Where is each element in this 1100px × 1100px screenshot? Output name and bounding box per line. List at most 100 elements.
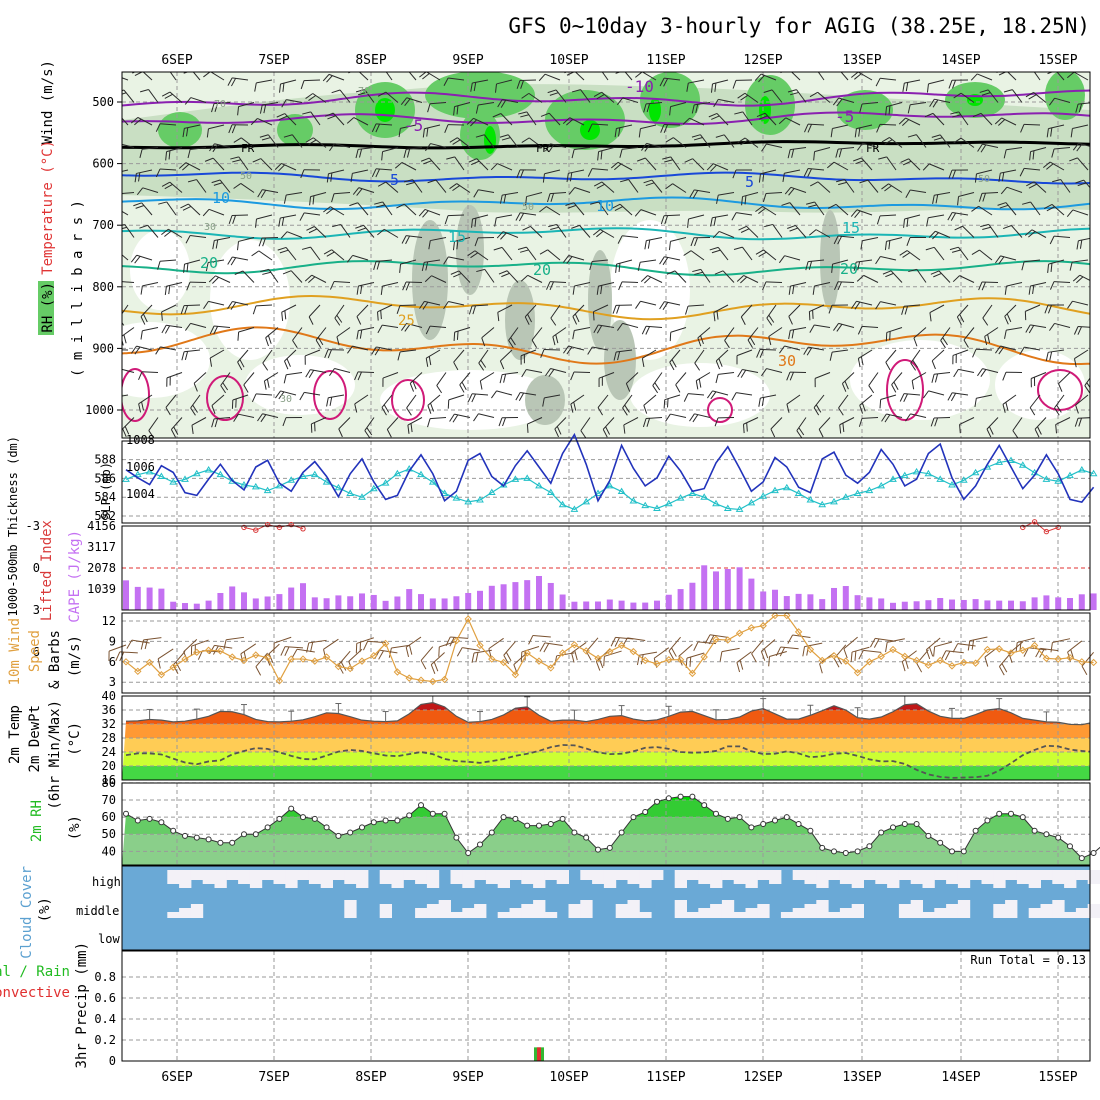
barb-flag xyxy=(181,68,189,71)
rh-band xyxy=(122,800,1090,818)
barb-flag xyxy=(706,163,714,171)
thickness-point xyxy=(310,470,319,478)
barb-flag xyxy=(230,156,239,160)
middle-cloud-clear xyxy=(698,908,711,918)
wind-barb xyxy=(546,206,561,216)
barb-flag xyxy=(662,302,669,310)
wind-barb xyxy=(232,394,249,401)
barb-flag xyxy=(740,369,747,378)
rh-point xyxy=(1019,814,1026,821)
barb-flag xyxy=(982,226,991,230)
pressure-tick-label: 700 xyxy=(92,218,114,232)
wind-barb xyxy=(962,225,975,238)
wind-barb xyxy=(880,77,897,81)
barb-flag xyxy=(475,104,479,114)
wind-barb xyxy=(169,181,183,193)
cape-bar xyxy=(229,586,236,610)
barb-flag xyxy=(403,149,407,159)
wind-barb xyxy=(718,192,735,196)
barb-flag xyxy=(419,301,425,309)
wind-barb xyxy=(385,91,399,103)
surface-barb xyxy=(450,636,469,639)
barb-flag xyxy=(204,157,214,162)
cape-bar xyxy=(618,600,625,610)
rh-point xyxy=(1078,855,1085,862)
barb-flag xyxy=(377,91,387,97)
barb-flag xyxy=(994,117,1002,125)
wind-barb xyxy=(255,304,273,307)
barb-flag xyxy=(694,271,703,275)
high-cloud-clear xyxy=(308,870,322,884)
wind-barb xyxy=(700,134,711,148)
wind-barb xyxy=(885,349,897,363)
barb-flag xyxy=(580,430,587,438)
rh-point xyxy=(854,848,861,855)
wind-barb xyxy=(1072,209,1089,216)
barb-flag xyxy=(212,240,215,250)
wind-barb xyxy=(358,147,375,150)
rh-point xyxy=(713,810,719,817)
barb-flag xyxy=(623,424,626,434)
cape-bar xyxy=(547,582,554,610)
barb-flag xyxy=(1032,150,1035,160)
wind-barb xyxy=(904,214,921,220)
slp-tick-label: 1006 xyxy=(126,460,155,474)
wind-barb xyxy=(1054,235,1071,238)
wind-barb xyxy=(763,249,777,261)
wind-barb xyxy=(832,349,849,353)
barb-flag xyxy=(911,380,915,390)
wind-speed-point xyxy=(358,657,366,665)
isotherm-label: 15 xyxy=(448,228,466,246)
barb-flag xyxy=(1034,428,1040,438)
barb-flag xyxy=(787,224,796,229)
wind-speed-point xyxy=(157,671,166,679)
wind-barb xyxy=(354,394,369,405)
high-cloud-clear xyxy=(474,870,487,880)
barb-flag xyxy=(833,235,839,245)
barb-flag xyxy=(208,275,216,283)
barb-flag xyxy=(1004,286,1007,295)
wind-speed-point xyxy=(169,663,177,671)
surface-barb xyxy=(945,650,964,654)
high-cloud-clear xyxy=(462,870,475,888)
wind-speed-point xyxy=(653,660,661,668)
barb-flag xyxy=(808,229,817,236)
barb-flag xyxy=(239,359,245,368)
rh-point xyxy=(123,810,129,817)
rh-point xyxy=(323,824,330,831)
thickness-point xyxy=(204,465,213,473)
wind-barb xyxy=(459,372,471,386)
wind-barb xyxy=(952,211,969,216)
barb-flag xyxy=(419,72,427,78)
wind-barb xyxy=(547,249,561,261)
barb-flag xyxy=(786,404,790,413)
middle-cloud-clear xyxy=(745,908,758,918)
barb-flag xyxy=(308,228,318,234)
thickness-point xyxy=(440,489,449,496)
barb-flag xyxy=(456,105,459,115)
barb-flag xyxy=(497,312,500,322)
wind-barb xyxy=(1072,300,1089,306)
high-cloud-clear xyxy=(497,870,510,888)
wind-barb xyxy=(142,187,159,193)
barb-flag xyxy=(452,139,461,145)
thickness-point xyxy=(122,475,130,482)
barb-flag xyxy=(548,144,555,153)
thickness-point xyxy=(476,496,484,503)
high-cloud-clear xyxy=(485,870,499,884)
barb-flag xyxy=(900,158,909,163)
barb-flag xyxy=(131,345,137,354)
wind-barb xyxy=(616,124,633,129)
cape-bar xyxy=(854,595,861,610)
barb-flag xyxy=(1005,402,1009,411)
barb-flag xyxy=(377,181,387,187)
thickness-point xyxy=(1089,469,1098,477)
barb-flag xyxy=(452,241,455,251)
barb-flag xyxy=(951,249,961,253)
barb-flag xyxy=(232,159,241,163)
barb-flag xyxy=(940,340,946,349)
bottom-date-label: 10SEP xyxy=(549,1070,588,1085)
